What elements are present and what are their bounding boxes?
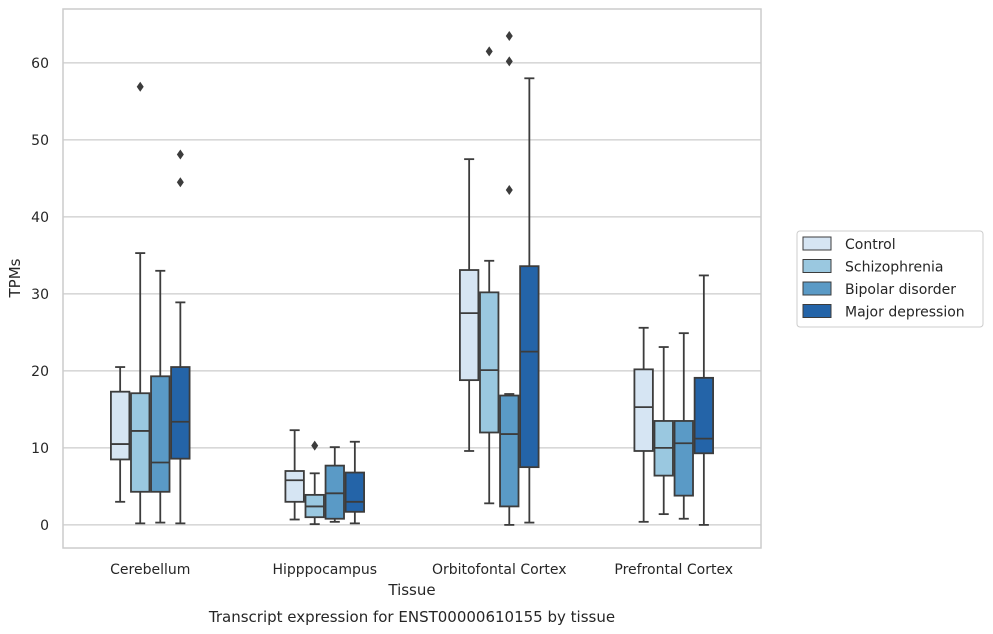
outlier-point — [505, 30, 513, 41]
box-major-depression — [519, 77, 540, 524]
outlier-point — [311, 440, 319, 451]
box-control — [459, 158, 480, 452]
legend-label: Major depression — [845, 305, 965, 321]
box-bipolar-disorder — [673, 332, 694, 520]
outlier-point — [176, 177, 184, 188]
box-iqr — [673, 420, 694, 497]
box-schizophrenia — [653, 346, 674, 516]
legend-label: Schizophrenia — [845, 260, 943, 276]
chart-caption: Transcript expression for ENST0000061015… — [208, 608, 615, 626]
box-bipolar-disorder — [499, 30, 520, 526]
legend-swatch — [802, 281, 832, 296]
box-bipolar-disorder — [150, 269, 171, 524]
y-axis-label: TPMs — [6, 258, 24, 298]
outlier-point — [505, 56, 513, 67]
box-iqr — [324, 464, 345, 520]
legend-frame — [796, 230, 984, 328]
x-tick-label: Cerebellum — [110, 562, 190, 578]
box-iqr — [499, 394, 520, 508]
y-tick-label: 0 — [40, 518, 49, 534]
y-tick-label: 50 — [31, 133, 49, 149]
box-iqr — [633, 368, 654, 452]
outlier-point — [505, 184, 513, 195]
legend-label: Control — [845, 237, 896, 253]
outlier-point — [485, 46, 493, 57]
box-control — [110, 366, 131, 503]
outlier-point — [136, 81, 144, 92]
box-major-depression — [693, 274, 714, 526]
legend-swatch — [802, 304, 832, 318]
y-tick-label: 60 — [31, 56, 49, 72]
box-iqr — [459, 269, 480, 382]
box-iqr — [479, 291, 500, 434]
box-iqr — [519, 265, 540, 469]
legend-swatch — [802, 259, 832, 273]
x-tick-label: Hipppocampus — [272, 562, 377, 578]
plot-frame — [62, 8, 762, 549]
box-bipolar-disorder — [324, 446, 345, 523]
y-tick-label: 20 — [31, 364, 49, 380]
box-iqr — [130, 392, 151, 493]
x-axis-label: Tissue — [387, 581, 435, 599]
box-iqr — [284, 470, 305, 503]
box-major-depression — [344, 440, 365, 525]
box-schizophrenia — [304, 440, 325, 526]
box-iqr — [344, 471, 365, 513]
box-iqr — [693, 376, 714, 455]
boxes-layer — [110, 30, 714, 526]
box-schizophrenia — [130, 81, 151, 525]
legend-label: Bipolar disorder — [845, 282, 956, 298]
y-tick-label: 30 — [31, 287, 49, 303]
box-iqr — [150, 375, 171, 493]
legend: Control Schizophrenia Bipolar disorder Majo… — [796, 230, 984, 328]
legend-swatch — [802, 236, 832, 251]
box-iqr — [110, 390, 131, 461]
y-tick-label: 10 — [31, 441, 49, 457]
box-iqr — [170, 366, 191, 460]
x-tick-labels: Cerebellum Hipppocampus Orbitofontal Corte… — [110, 562, 733, 578]
box-control — [284, 429, 305, 521]
outlier-point — [176, 149, 184, 160]
y-tick-labels: 0 10 20 30 40 50 60 — [31, 56, 49, 534]
x-tick-label: Orbitofontal Cortex — [432, 562, 567, 578]
box-control — [633, 326, 654, 523]
box-schizophrenia — [479, 46, 500, 505]
y-tick-label: 40 — [31, 210, 49, 226]
x-tick-label: Prefrontal Cortex — [614, 562, 733, 578]
box-major-depression — [170, 149, 191, 525]
